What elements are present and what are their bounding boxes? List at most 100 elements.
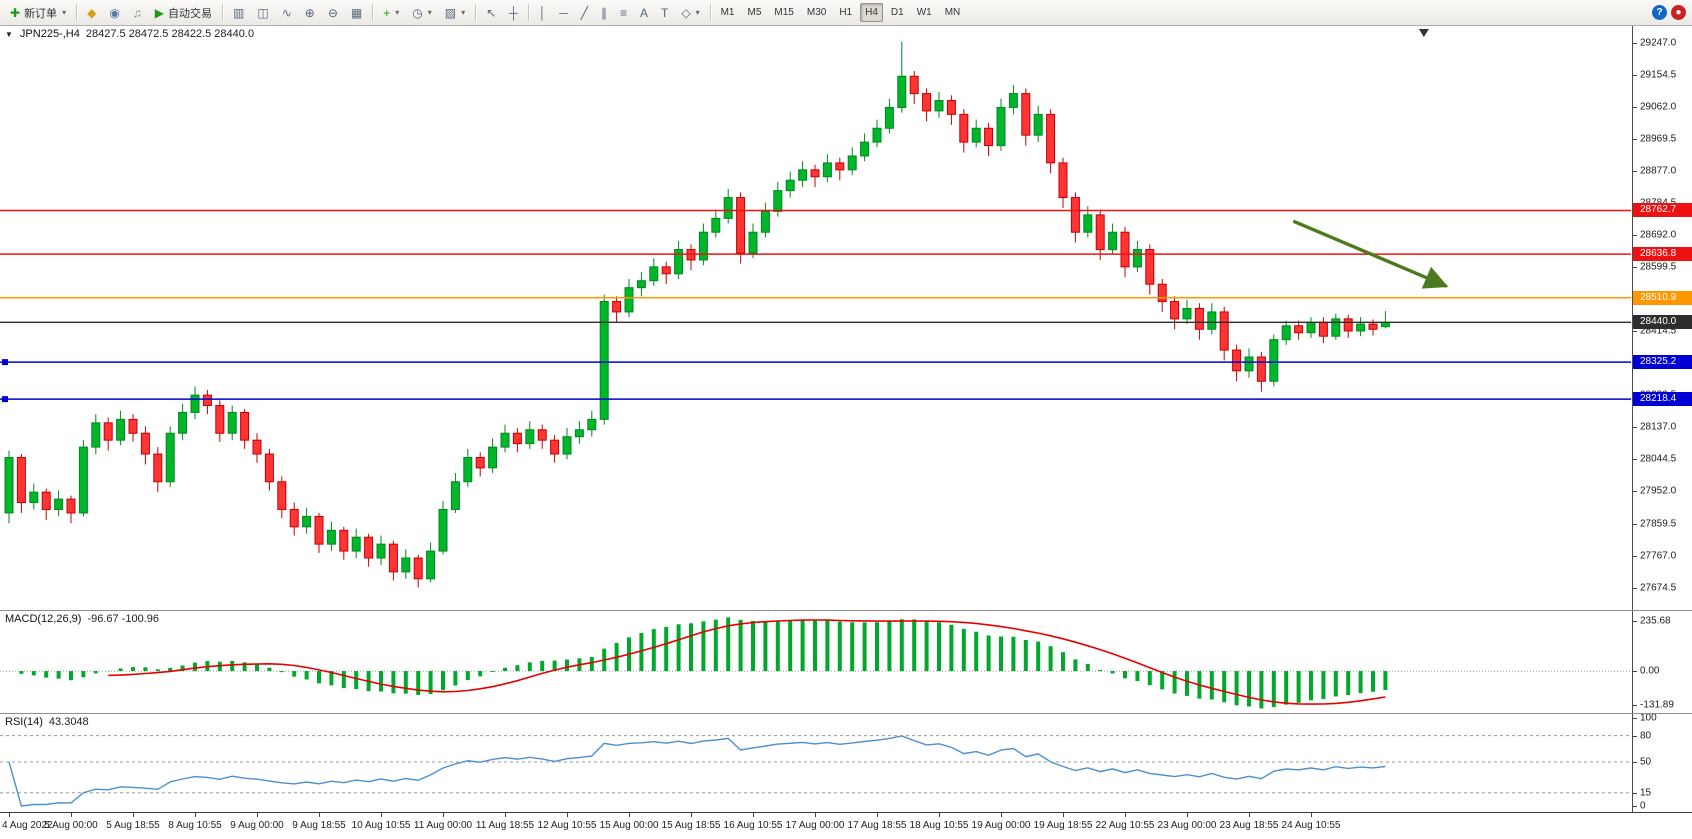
timeframe-w1-button[interactable]: W1 [916,7,932,18]
price-axis[interactable]: 29247.0 29154.5 29062.0 28969.5 28877.0 28784… [1632,26,1692,610]
bearish-candle [1021,93,1031,136]
rsi-plot[interactable] [0,714,1631,812]
oneclick-trading-expander-icon[interactable]: ▼ [5,29,13,39]
bearish-candle [537,429,547,441]
rsi-panel: RSI(14) 43.3048 100 80 50 15 0 [0,713,1692,812]
time-tick [1125,813,1126,817]
new-order-button[interactable]: ✚ 新订单 ▾ [4,2,72,24]
macd-axis[interactable]: 235.68 0.00 -131.89 [1632,611,1692,713]
bearish-candle [1070,197,1080,233]
time-tick [9,813,10,817]
bullish-candle [190,394,200,413]
time-axis-separator [0,812,1692,813]
timeframe-mn-button[interactable]: MN [944,7,961,18]
timeframe-m15-button[interactable]: M15 [774,7,794,18]
bullish-candle [500,432,510,448]
line-handle[interactable] [2,396,8,403]
help-icon[interactable]: ? [1652,5,1667,20]
caret-down-icon: ▾ [695,8,700,17]
bullish-candle [463,457,473,483]
bullish-candle [29,491,39,504]
time-tick [1063,813,1064,817]
autotrade-button[interactable]: ▶ 自动交易 [149,2,218,24]
indicators-icon[interactable]: + ▾ [377,2,405,24]
timeframe-m5-button[interactable]: M5 [747,7,762,18]
trend-arrow-annotation[interactable] [1292,219,1449,289]
bearish-candle [1256,356,1266,382]
periods-icon[interactable]: ◷ ▾ [406,2,438,24]
axis-tick [1633,705,1637,706]
bullish-candle [884,106,894,129]
axis-tick [1633,170,1637,172]
candlestick-icon[interactable]: ◫ [251,2,274,24]
cursor-icon[interactable]: ↖ [480,2,502,24]
fibonacci-icon[interactable]: ≡ [614,2,633,24]
axis-tick [1633,427,1637,429]
line-handle[interactable] [2,359,8,366]
bullish-candle [1281,325,1291,341]
templates-icon[interactable]: ▨ ▾ [439,2,471,24]
time-axis-label: 16 Aug 10:55 [723,820,783,831]
profile-icon: ◉ [109,5,120,20]
text-icon[interactable]: A [634,2,654,24]
time-axis[interactable]: 4 Aug 2022 5 Aug 00:00 5 Aug 18:55 8 Aug 10… [0,813,1692,839]
crosshair-icon[interactable]: ┼ [503,2,524,24]
line-chart-icon[interactable]: ∿ [276,2,298,24]
bullish-candle [773,190,783,212]
bullish-candle [450,481,460,510]
bearish-candle [1095,214,1105,251]
timeframe-m1-button[interactable]: M1 [720,7,735,18]
price-axis-label: 28692.0 [1640,229,1677,241]
axis-tick [1633,106,1637,108]
bearish-candle [1170,301,1180,320]
panel-separator[interactable] [0,713,1692,714]
caret-down-icon: ▾ [395,8,400,17]
vertical-line-icon[interactable]: │ [533,2,553,24]
alerts-icon[interactable]: ♫ [127,2,148,24]
metaeditor-icon[interactable]: ◆ [81,2,102,24]
horizontal-line-icon[interactable]: ─ [553,2,574,24]
zoom-out-icon[interactable]: ⊖ [322,2,344,24]
bullish-candle [1033,113,1043,136]
tile-windows-icon[interactable]: ▦ [345,2,368,24]
chart-shift-marker[interactable] [1418,29,1429,37]
panel-separator[interactable] [0,610,1692,611]
price-line-badge: 28636.8 [1633,247,1692,262]
bullish-candle [599,301,609,420]
community-icon[interactable]: ● [1671,5,1686,20]
time-axis-label: 5 Aug 00:00 [44,820,98,831]
caret-down-icon: ▾ [427,8,432,17]
timeframe-h1-button[interactable]: H1 [839,7,853,18]
axis-tick [1633,587,1637,589]
channel-icon[interactable]: ∥ [595,2,613,24]
bullish-candle [798,169,808,181]
zoom-out-icon: ⊖ [327,5,338,20]
bearish-candle [264,453,274,483]
time-tick [567,813,568,817]
rsi-axis[interactable]: 100 80 50 15 0 [1632,713,1692,812]
time-tick [939,813,940,817]
timeframe-d1-button[interactable]: D1 [890,7,904,18]
bearish-candle [364,536,374,559]
profile-icon[interactable]: ◉ [103,2,125,24]
bullish-candle [438,508,448,552]
time-axis-label: 5 Aug 18:55 [106,820,160,831]
zoom-in-icon[interactable]: ⊕ [299,2,321,24]
axis-tick [1633,491,1637,493]
macd-plot[interactable] [0,611,1631,713]
trendline-icon: ╱ [580,5,588,20]
axis-tick [1633,718,1637,719]
bar-chart-icon[interactable]: ▥ [227,2,250,24]
main-chart-plot[interactable] [0,26,1631,610]
bearish-candle [16,457,26,504]
bearish-candle [1145,249,1155,285]
label-icon[interactable]: T [655,2,674,24]
price-axis-label: 27859.5 [1640,518,1677,530]
trendline-icon[interactable]: ╱ [575,2,594,24]
price-axis-label: 29247.0 [1640,37,1677,49]
price-line-badge: 28510.9 [1633,290,1692,305]
shapes-icon[interactable]: ◇ ▾ [675,2,705,24]
timeframe-h4-button[interactable]: H4 [860,3,883,22]
timeframe-m30-button[interactable]: M30 [806,7,827,18]
time-axis-label: 11 Aug 00:00 [413,820,473,831]
